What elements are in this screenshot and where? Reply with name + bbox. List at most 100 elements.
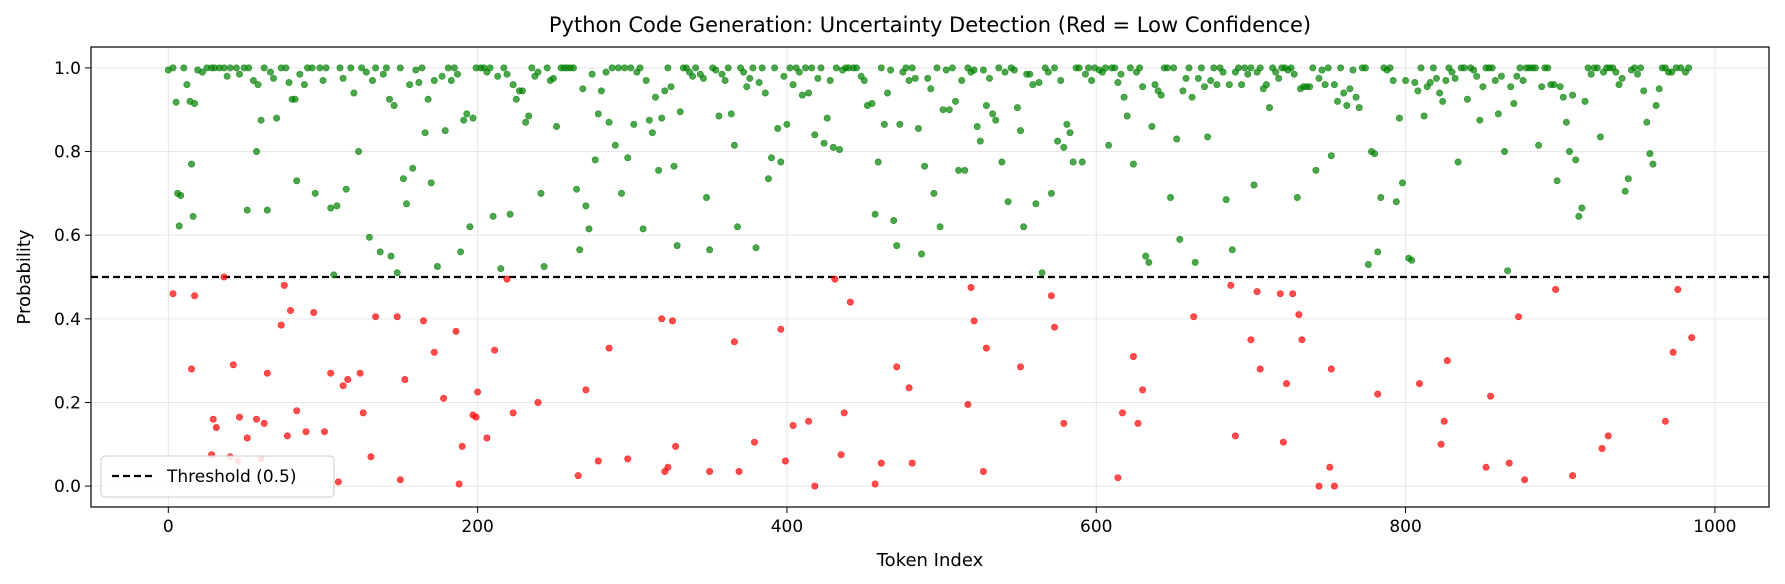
- high-confidence-point: [1029, 81, 1037, 89]
- high-confidence-point: [540, 262, 548, 270]
- high-confidence-point: [1088, 77, 1096, 85]
- high-confidence-point: [198, 68, 206, 76]
- high-confidence-point: [1426, 79, 1434, 87]
- low-confidence-point: [905, 384, 913, 392]
- high-confidence-point: [1241, 64, 1249, 72]
- high-confidence-point: [1330, 81, 1338, 89]
- high-confidence-point: [1476, 116, 1484, 124]
- high-confidence-point: [1581, 97, 1589, 105]
- high-confidence-point: [1618, 74, 1626, 82]
- high-confidence-point: [506, 210, 514, 218]
- low-confidence-point: [1279, 438, 1287, 446]
- high-confidence-point: [877, 64, 885, 72]
- high-confidence-point: [1501, 148, 1509, 156]
- high-confidence-point: [1559, 93, 1567, 101]
- high-confidence-point: [970, 66, 978, 74]
- high-confidence-point: [743, 83, 751, 91]
- low-confidence-point: [811, 482, 819, 490]
- high-confidence-point: [415, 79, 423, 87]
- high-confidence-point: [805, 89, 813, 97]
- high-confidence-point: [917, 250, 925, 258]
- high-confidence-point: [582, 202, 590, 210]
- low-confidence-point: [1604, 432, 1612, 440]
- high-confidence-point: [829, 143, 837, 151]
- low-confidence-point: [1569, 472, 1577, 480]
- high-confidence-point: [868, 100, 876, 108]
- high-confidence-point: [591, 156, 599, 164]
- high-confidence-point: [811, 131, 819, 139]
- high-confidence-point: [1306, 83, 1314, 91]
- high-confidence-point: [801, 64, 809, 72]
- high-confidence-point: [393, 269, 401, 277]
- low-confidence-point: [730, 338, 738, 346]
- high-confidence-point: [421, 129, 429, 137]
- high-confidence-point: [1129, 160, 1137, 168]
- high-confidence-point: [1219, 68, 1227, 76]
- low-confidence-point: [805, 417, 813, 425]
- low-confidence-point: [777, 325, 785, 333]
- low-confidence-point: [320, 428, 328, 436]
- low-confidence-point: [1315, 482, 1323, 490]
- high-confidence-point: [874, 158, 882, 166]
- high-confidence-point: [1392, 198, 1400, 206]
- high-confidence-point: [1222, 196, 1230, 204]
- high-confidence-point: [777, 158, 785, 166]
- high-confidence-point: [1173, 135, 1181, 143]
- high-confidence-point: [1123, 112, 1131, 120]
- high-confidence-point: [752, 244, 760, 252]
- high-confidence-point: [1060, 143, 1068, 151]
- high-confidence-point: [761, 89, 769, 97]
- high-confidence-point: [1201, 83, 1209, 91]
- high-confidence-point: [1352, 93, 1360, 101]
- high-confidence-point: [1327, 152, 1335, 160]
- high-confidence-point: [1649, 160, 1657, 168]
- low-confidence-point: [401, 375, 409, 383]
- high-confidence-point: [1081, 70, 1089, 78]
- y-tick-label: 0.4: [54, 310, 81, 330]
- high-confidence-point: [1032, 200, 1040, 208]
- high-confidence-point: [253, 148, 261, 156]
- high-confidence-point: [627, 64, 635, 72]
- high-confidence-point: [1139, 83, 1147, 91]
- low-confidence-point: [789, 421, 797, 429]
- high-confidence-point: [1516, 64, 1524, 72]
- high-confidence-point: [1488, 64, 1496, 72]
- high-confidence-point: [463, 110, 471, 118]
- low-confidence-point: [837, 451, 845, 459]
- low-confidence-point: [534, 398, 542, 406]
- high-confidence-point: [1439, 97, 1447, 105]
- high-confidence-point: [1535, 141, 1543, 149]
- low-confidence-point: [280, 281, 288, 289]
- low-confidence-point: [1253, 288, 1261, 296]
- high-confidence-point: [347, 64, 355, 72]
- low-confidence-point: [334, 478, 342, 486]
- high-confidence-point: [336, 64, 344, 72]
- high-confidence-point: [1105, 141, 1113, 149]
- high-confidence-point: [645, 116, 653, 124]
- high-confidence-point: [1213, 81, 1221, 89]
- high-confidence-point: [1572, 156, 1580, 164]
- high-confidence-point: [1355, 104, 1363, 112]
- x-tick-label: 200: [461, 517, 493, 537]
- high-confidence-point: [1550, 81, 1558, 89]
- high-confidence-point: [617, 189, 625, 197]
- high-confidence-point: [702, 194, 710, 202]
- low-confidence-point: [1327, 365, 1335, 373]
- high-confidence-point: [1640, 87, 1648, 95]
- high-confidence-point: [311, 189, 319, 197]
- high-confidence-point: [444, 64, 452, 72]
- high-confidence-point: [418, 64, 426, 72]
- high-confidence-point: [667, 83, 675, 91]
- high-confidence-point: [933, 64, 941, 72]
- low-confidence-point: [372, 313, 380, 321]
- high-confidence-point: [951, 97, 959, 105]
- high-confidence-point: [1256, 64, 1264, 72]
- high-confidence-point: [699, 74, 707, 82]
- high-confidence-point: [1238, 81, 1246, 89]
- high-confidence-point: [979, 66, 987, 74]
- high-confidence-point: [998, 158, 1006, 166]
- high-confidence-point: [820, 139, 828, 147]
- high-confidence-point: [1454, 158, 1462, 166]
- low-confidence-point: [452, 327, 460, 335]
